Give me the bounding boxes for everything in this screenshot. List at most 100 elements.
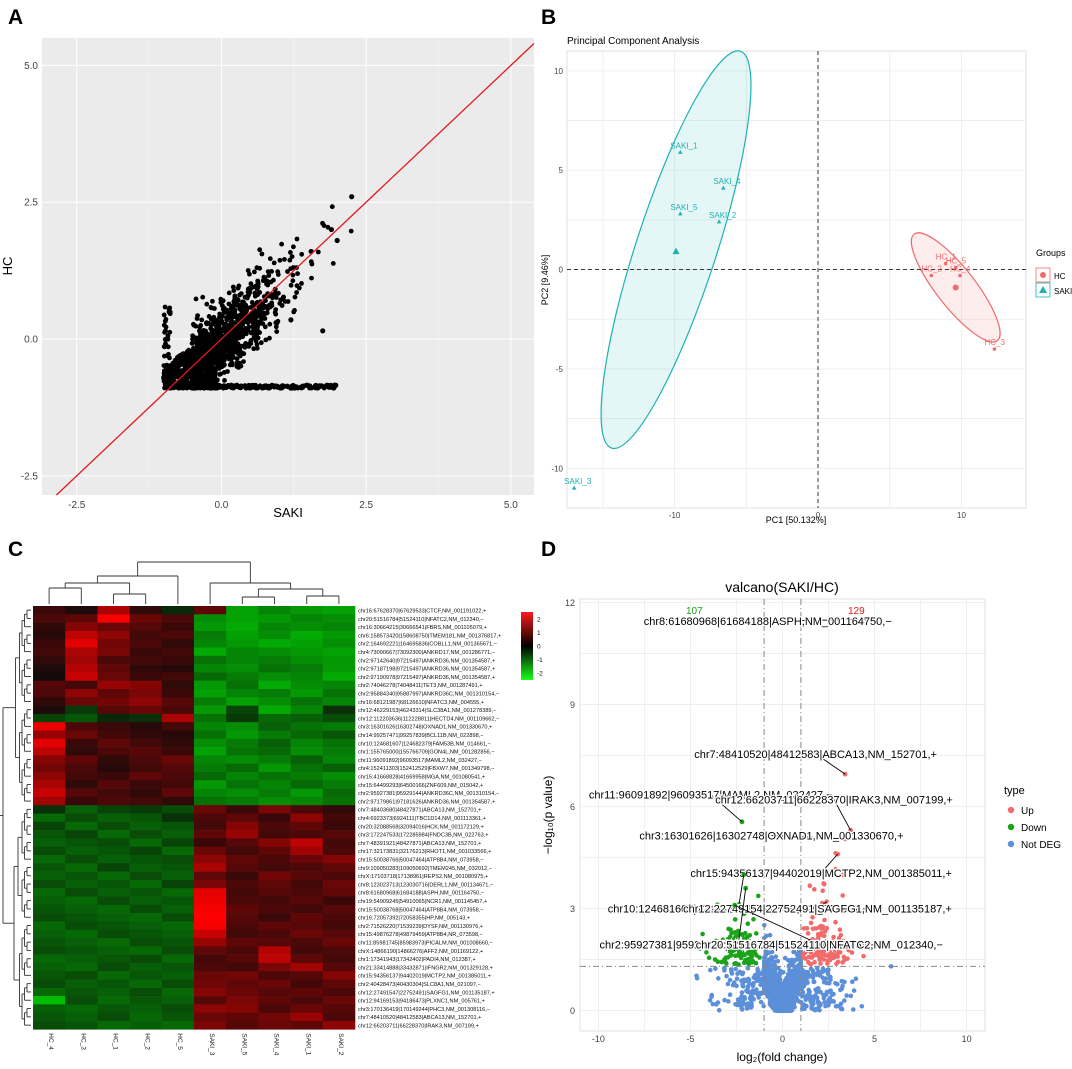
panel-a-point bbox=[307, 385, 312, 391]
panel-c-cell bbox=[194, 838, 227, 847]
panel-a-point bbox=[162, 318, 168, 324]
panel-c-cell bbox=[97, 979, 130, 989]
panel-c-cell bbox=[97, 705, 130, 715]
panel-d-point-not-deg bbox=[748, 990, 754, 996]
panel-c-cell bbox=[129, 805, 163, 814]
panel-c-cell bbox=[290, 821, 324, 831]
panel-c-cell bbox=[194, 713, 227, 723]
panel-c-cell bbox=[258, 722, 291, 731]
panel-c-cell bbox=[226, 888, 259, 897]
panel-d-point-not-deg bbox=[808, 966, 814, 972]
panel-a-point bbox=[195, 313, 201, 318]
panel-c-row-label: chr17:32173831|32176213|RHOT1,NM_0010335… bbox=[358, 849, 491, 855]
panel-c-cell bbox=[129, 821, 163, 831]
panel-d-point-up bbox=[822, 952, 828, 958]
panel-c-cell bbox=[161, 946, 195, 955]
panel-a-point bbox=[239, 313, 245, 318]
panel-a-point bbox=[291, 265, 296, 270]
panel-b-point-hc_4 bbox=[958, 273, 962, 278]
panel-c-cell bbox=[33, 713, 66, 723]
panel-c-row-label: chr12:46229153|46243314|SLC38A1,NM_00127… bbox=[358, 708, 496, 714]
panel-c-cell bbox=[97, 904, 130, 914]
panel-d-point-not-deg bbox=[839, 986, 844, 992]
panel-c-cell bbox=[194, 938, 227, 947]
panel-a-point bbox=[267, 321, 273, 327]
panel-c-row-label: chr3:170136419|170149244|PHC3,NM_0013081… bbox=[358, 1007, 490, 1013]
panel-c-cell bbox=[258, 805, 291, 814]
panel-d-point-not-deg bbox=[734, 983, 739, 989]
panel-a-point bbox=[165, 365, 171, 371]
panel-c-cell bbox=[33, 796, 66, 806]
panel-c-cell bbox=[97, 780, 130, 789]
panel-a-point bbox=[186, 382, 192, 387]
panel-d-point-not-deg bbox=[790, 983, 795, 989]
panel-d-point-up bbox=[805, 931, 811, 936]
panel-c-cell bbox=[65, 606, 98, 615]
panel-c-cell bbox=[33, 664, 66, 673]
panel-c-cell bbox=[258, 606, 291, 615]
panel-a-point bbox=[217, 332, 223, 338]
panel-d-point-not-deg bbox=[794, 970, 799, 975]
panel-a-point bbox=[287, 257, 293, 263]
panel-c-cell bbox=[226, 830, 259, 839]
panel-c-cell bbox=[161, 1004, 195, 1013]
panel-d-point-not-deg bbox=[754, 974, 759, 979]
panel-c-cell bbox=[290, 713, 324, 723]
panel-c-cell bbox=[33, 780, 66, 789]
panel-c-cell bbox=[258, 730, 291, 740]
panel-a-point bbox=[231, 288, 237, 293]
panel-c-row-label: chr11:85981745|85983973|PICALM,NM_001008… bbox=[358, 941, 493, 947]
panel-a-point bbox=[288, 282, 294, 288]
panel-c-cell bbox=[290, 846, 324, 856]
panel-d-point-not-deg bbox=[784, 981, 790, 987]
panel-d-point-not-deg bbox=[823, 976, 829, 981]
panel-c-cell bbox=[97, 987, 130, 997]
panel-c-row-label: chr16:68121987|68126610|NFATC3,NM_004555… bbox=[358, 700, 484, 706]
panel-d-point-not-deg bbox=[715, 1000, 721, 1005]
panel-c-cell bbox=[97, 846, 130, 856]
panel-c-cell bbox=[322, 838, 356, 847]
panel-d-point-up bbox=[818, 961, 823, 966]
panel-c-cell bbox=[194, 639, 227, 648]
panel-d-point-down bbox=[719, 959, 724, 965]
panel-d-y-tick-label: 3 bbox=[570, 904, 575, 914]
panel-d-point-not-deg bbox=[842, 998, 847, 1003]
panel-c-cell bbox=[97, 929, 130, 939]
panel-d-point-up bbox=[823, 944, 828, 950]
panel-a-point bbox=[166, 307, 172, 312]
panel-a-point bbox=[206, 379, 212, 384]
panel-d-point-not-deg bbox=[824, 980, 830, 986]
panel-c-cell bbox=[290, 755, 324, 764]
panel-a-point bbox=[164, 353, 170, 359]
panel-c-cell bbox=[290, 639, 324, 648]
panel-a-point bbox=[259, 251, 265, 257]
panel-c-cell bbox=[194, 830, 227, 839]
panel-c-cell bbox=[33, 672, 66, 681]
panel-c-cell bbox=[290, 689, 324, 698]
panel-c-cell bbox=[161, 855, 195, 864]
panel-c-cell bbox=[129, 971, 163, 980]
panel-c-cell bbox=[194, 788, 227, 798]
panel-d-point-not-deg bbox=[859, 1004, 865, 1009]
panel-d-point-not-deg bbox=[844, 993, 849, 998]
panel-d-annotation-connector bbox=[771, 834, 846, 840]
panel-c-cell bbox=[226, 722, 259, 731]
panel-c-cell bbox=[161, 780, 195, 789]
panel-c-cell bbox=[258, 888, 291, 897]
panel-d-point-not-deg bbox=[781, 970, 786, 975]
panel-c-cell bbox=[258, 929, 291, 939]
panel-d-point-not-deg bbox=[751, 980, 756, 986]
panel-c-cell bbox=[322, 713, 356, 723]
panel-c-cell bbox=[226, 805, 259, 814]
panel-c-row-label: chr4:73090667|73092300|ANKRD17,NM_001286… bbox=[358, 650, 495, 656]
panel-c-cell bbox=[97, 830, 130, 839]
panel-a-point bbox=[248, 330, 254, 336]
panel-a-point bbox=[245, 286, 251, 292]
panel-b-plot-background bbox=[566, 50, 1027, 509]
panel-a-point bbox=[265, 269, 271, 274]
panel-a-point bbox=[315, 249, 321, 255]
panel-a-point bbox=[226, 290, 232, 296]
panel-c-cell bbox=[97, 921, 130, 930]
panel-c-cell bbox=[194, 821, 227, 831]
panel-c-cell bbox=[322, 904, 356, 914]
